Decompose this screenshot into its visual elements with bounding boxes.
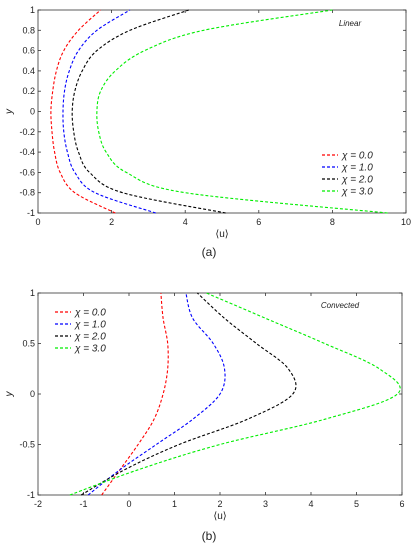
y-tick-label: 0.4 [22,66,35,76]
series-line-4 [69,292,401,496]
y-tick-label: 1 [30,5,35,15]
y-tick-label: 0.2 [22,86,35,96]
x-tick-label: 2 [109,217,114,227]
y-tick-label: -0.6 [19,167,35,177]
x-tick-label: 4 [308,499,313,509]
x-tick-label: 8 [330,217,335,227]
legend-entry-label: χ = 3.0 [341,187,373,198]
legend-entry-label: χ = 0.0 [74,308,106,319]
x-tick-label: 2 [217,499,222,509]
series-line-1 [50,9,116,214]
legend-entry-label: χ = 1.0 [341,163,373,174]
legend: χ = 0.0χ = 1.0χ = 2.0χ = 3.0 [322,151,373,198]
y-tick-label: -0.5 [19,440,35,450]
y-tick-label: -0.4 [19,147,35,157]
y-tick-label: -1 [27,208,35,218]
series-line-3 [80,292,297,496]
y-tick-label: -1 [27,490,35,500]
y-tick-label: -0.2 [19,127,35,137]
series-line-2 [87,292,226,496]
y-tick-label: 0 [30,107,35,117]
y-axis-label: y [4,108,15,115]
x-tick-label: 6 [399,499,404,509]
panel-caption: (a) [202,245,217,259]
series-line-2 [62,9,156,214]
x-axis-label: ⟨u⟩ [215,229,228,240]
legend-entry-label: χ = 3.0 [74,344,106,355]
x-tick-label: 5 [354,499,359,509]
chart-panel-a: 0 2 4 6 8 10 -1 -0.8 -0.6 -0.4 -0.2 0 0.2 0.4 0.6 0.8 1 ⟨… [4,5,411,259]
legend-entry-label: χ = 2.0 [341,175,373,186]
y-tick-label: 0.6 [22,46,35,56]
x-axis-label: ⟨u⟩ [213,511,226,522]
y-axis-label: y [4,391,15,398]
y-tick-label: 0.8 [22,25,35,35]
legend-entry-label: χ = 1.0 [74,320,106,331]
series-line-3 [71,9,226,214]
y-tick-label: 0 [30,389,35,399]
x-tick-label: 6 [256,217,261,227]
x-tick-label: 0 [35,217,40,227]
x-tick-label: 10 [401,217,411,227]
series-line-4 [96,9,388,214]
y-tick-label: 1 [30,288,35,298]
legend-entry-label: χ = 2.0 [74,332,106,343]
x-tick-label: 3 [263,499,268,509]
panel-annotation: Convected [321,301,360,310]
x-tick-label: -1 [79,499,87,509]
x-tick-label: -2 [34,499,42,509]
panel-caption: (b) [202,529,217,543]
panel-annotation: Linear [339,19,362,28]
x-tick-label: 0 [126,499,131,509]
y-tick-label: -0.8 [19,188,35,198]
legend-entry-label: χ = 0.0 [341,151,373,162]
x-tick-label: 1 [172,499,177,509]
series-line-1 [101,292,169,496]
y-tick-label: 0.5 [22,339,35,349]
legend: χ = 0.0χ = 1.0χ = 2.0χ = 3.0 [55,308,106,355]
x-tick-label: 4 [183,217,188,227]
